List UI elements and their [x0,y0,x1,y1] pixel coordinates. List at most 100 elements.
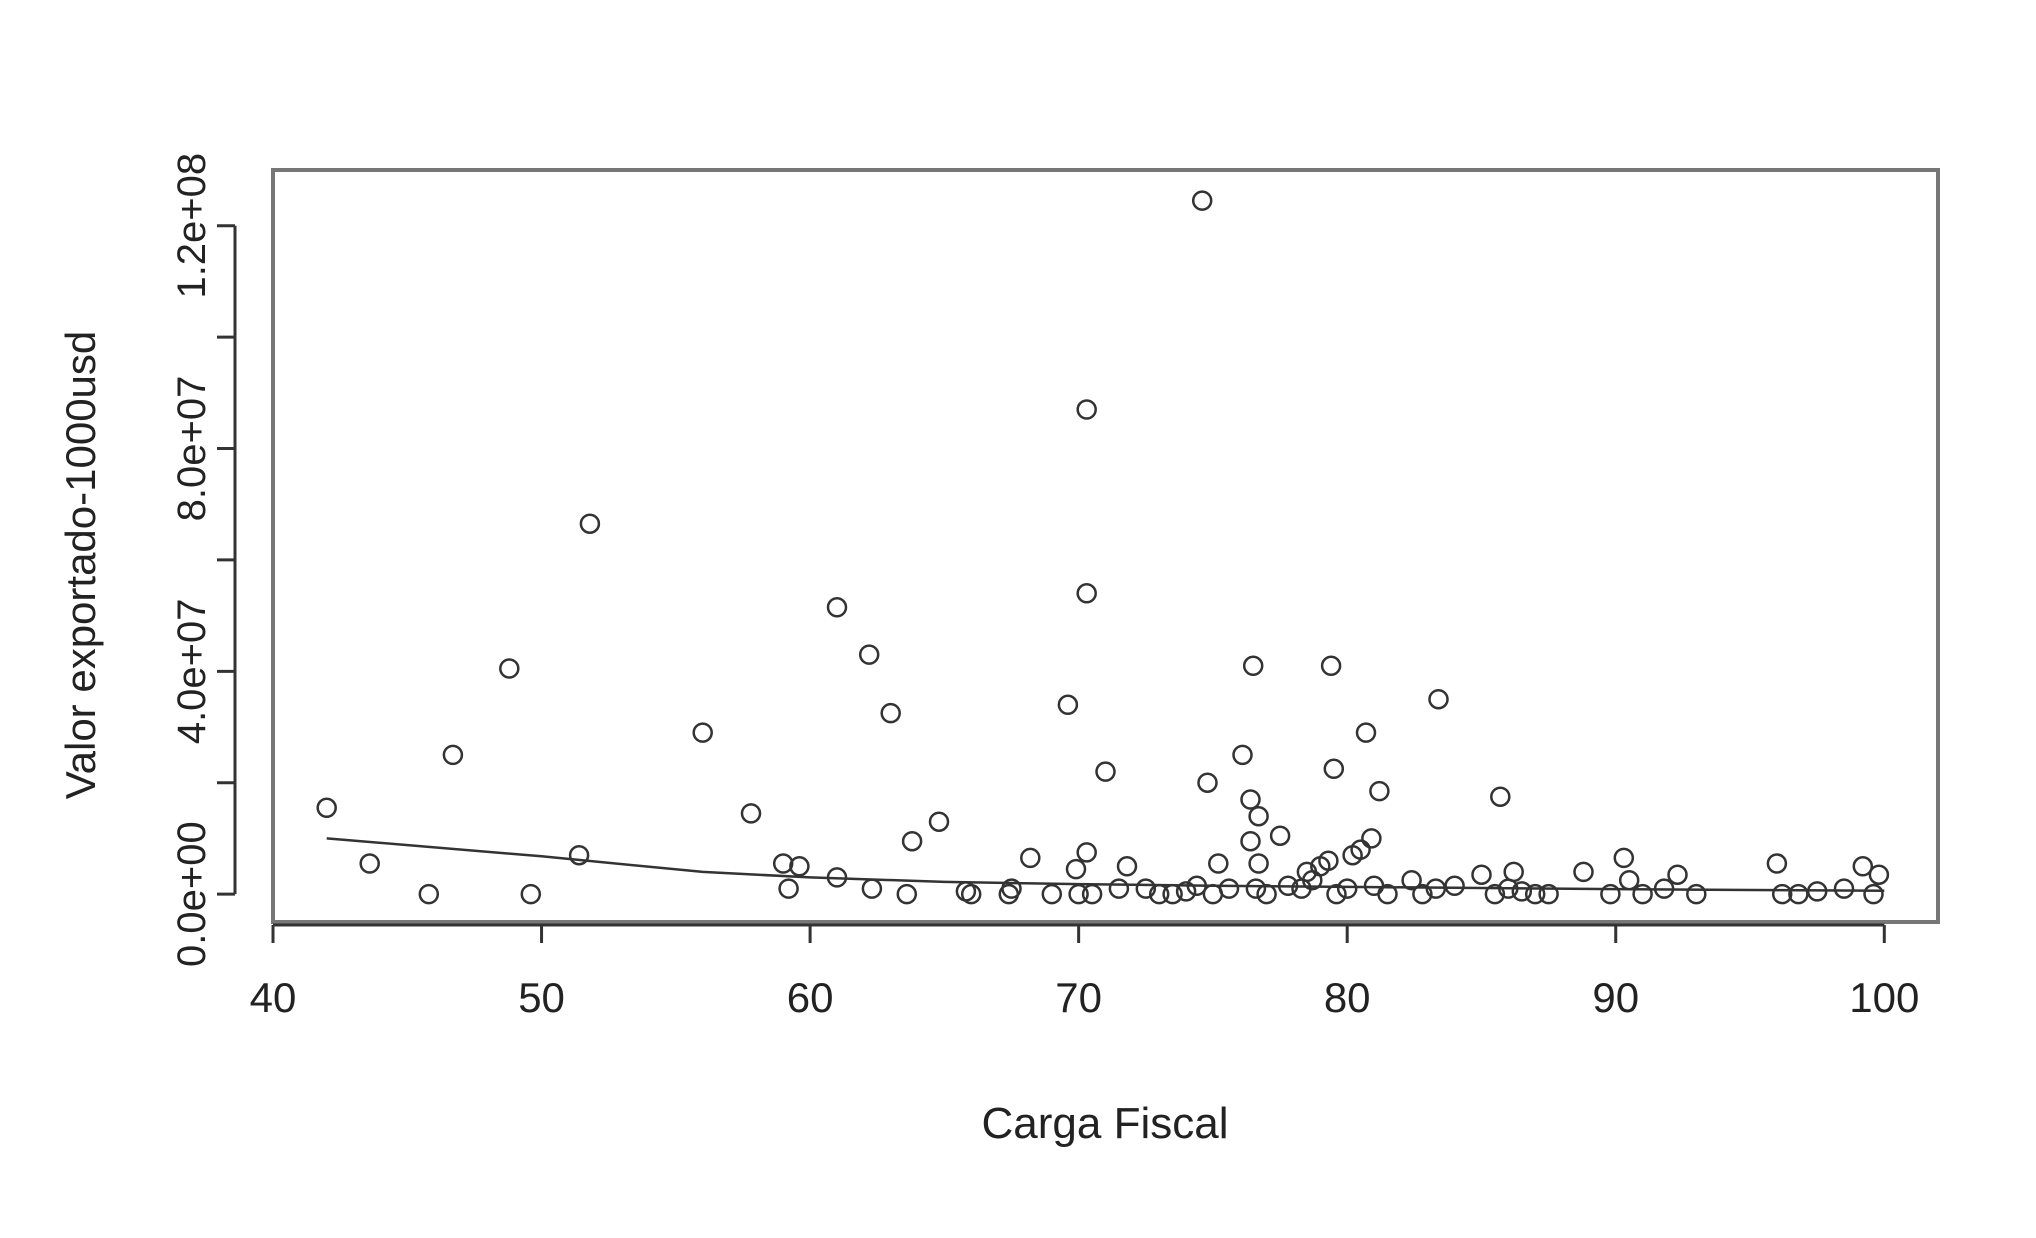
data-point [826,867,848,888]
x-tick-label: 90 [1592,974,1639,1021]
data-point [778,878,799,899]
data-point [1108,878,1130,899]
data-point [1323,758,1345,780]
data-point [1248,805,1269,827]
y-axis-label: Valor exportado-1000usd [57,331,104,800]
data-point [442,744,464,766]
data-point [1162,883,1183,905]
data-point [1248,853,1269,874]
data-point [740,803,762,824]
data-point [316,797,337,819]
x-tick-label: 60 [787,974,834,1021]
data-point [960,883,982,905]
data-point [901,830,923,852]
data-point [1686,883,1707,905]
data-point [692,722,713,743]
data-point [1444,875,1465,897]
data-point [1076,842,1097,863]
data-point [1863,883,1884,905]
y-axis: 0.0e+00 4.0e+07 8.0e+07 1.2e+08 [170,153,237,967]
data-point [1511,881,1533,902]
data-point [1355,722,1377,743]
data-point [1771,883,1793,905]
data-point [880,702,901,724]
y-tick-label: 4.0e+07 [170,598,214,744]
plot-frame [271,168,1940,924]
data-point [1242,655,1264,677]
data-point [1068,883,1089,905]
data-point [858,644,880,665]
data-point [1618,869,1640,891]
data-point [1175,881,1197,902]
trend-line [326,837,1885,893]
data-points [316,190,1890,905]
y-tick-label: 1.2e+08 [170,153,214,299]
x-tick-label: 100 [1849,974,1919,1021]
data-point [1081,883,1103,905]
data-point [1041,883,1063,905]
data-point [1806,881,1828,902]
data-point [826,597,848,618]
data-point [1401,869,1422,891]
data-point [1208,853,1229,874]
data-point [1001,878,1022,899]
data-point [1020,847,1041,869]
data-point [1240,830,1261,852]
data-point [1363,875,1385,897]
data-point [1369,780,1390,802]
data-point [1766,853,1788,874]
data-point [1490,786,1511,807]
data-point [1524,883,1546,905]
data-point [1833,878,1855,899]
data-point [1095,761,1116,782]
x-tick-label: 50 [518,974,565,1021]
data-point [1197,772,1218,793]
data-point [772,853,794,874]
data-point [1191,190,1213,211]
data-point [1538,883,1559,905]
data-point [1471,864,1492,885]
x-axis: 40 50 60 70 80 90 100 [250,923,1919,1021]
data-point [1613,847,1635,869]
data-point [928,811,950,832]
data-point [1484,883,1506,905]
data-point [1653,878,1675,899]
data-point [896,883,918,905]
data-point [1336,878,1358,899]
data-point [1320,655,1342,677]
data-point [1076,583,1097,604]
data-point [1116,856,1138,877]
data-point [359,853,380,874]
data-point [1326,883,1347,905]
data-point [789,856,810,877]
data-point [1135,878,1157,899]
x-axis-label: Carga Fiscal [982,1099,1229,1148]
data-point [1361,828,1382,849]
data-point [1218,878,1240,899]
data-point [1256,883,1277,905]
data-point [1868,864,1890,885]
data-point [1632,883,1653,905]
data-point [1277,875,1299,897]
data-point [1148,883,1170,905]
x-tick-label: 70 [1055,974,1102,1021]
data-point [1503,861,1524,883]
data-point [1240,789,1261,810]
y-tick-label: 0.0e+00 [170,821,214,967]
data-point [499,658,520,679]
data-point [1600,883,1621,905]
data-point [1076,399,1097,420]
x-tick-label: 40 [250,974,297,1021]
data-point [520,883,542,905]
data-point [1057,694,1079,716]
data-point [568,844,590,866]
data-point [1667,864,1688,885]
data-point [418,883,440,905]
data-point [1318,850,1339,871]
data-point [579,513,601,534]
data-point [1232,744,1253,766]
data-point [1350,839,1371,860]
data-point [1852,856,1874,877]
x-tick-label: 80 [1324,974,1371,1021]
